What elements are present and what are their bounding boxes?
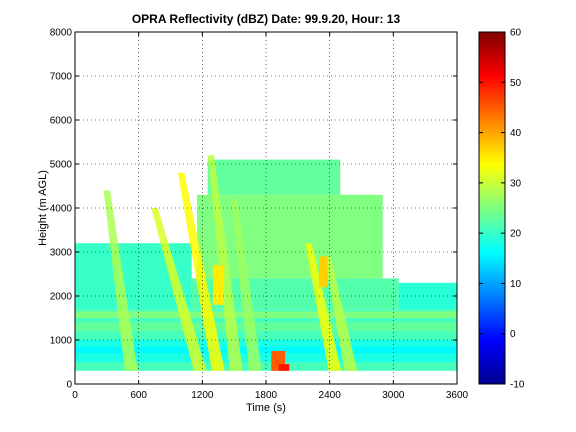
colorbar-tick-label: 50: [510, 78, 522, 89]
y-tick-label: 3000: [50, 248, 73, 259]
colorbar-tick-label: 40: [510, 128, 522, 139]
colorbar-gradient: [478, 31, 506, 385]
reflectivity-core: [212, 265, 224, 305]
colorbar-tick-label: 20: [510, 229, 522, 240]
x-tick-label: 1800: [255, 390, 278, 401]
colorbar-tick-label: 30: [510, 178, 522, 189]
x-tick-label: 1200: [191, 390, 214, 401]
y-tick-label: 2000: [50, 292, 73, 303]
fall-streak: [103, 190, 138, 371]
reflectivity-layer: [75, 322, 457, 332]
x-tick-label: 3000: [382, 390, 405, 401]
y-tick-label: 1000: [50, 336, 73, 347]
fall-streak: [151, 208, 207, 371]
y-tick-label: 7000: [50, 72, 73, 83]
colorbar-tick-label: 0: [510, 329, 516, 340]
fall-streak: [230, 199, 262, 371]
fall-streak: [207, 155, 243, 371]
colorbar-tick-label: 10: [510, 279, 522, 290]
reflectivity-layer: [207, 159, 341, 195]
x-axis-ticks: 0 600 1200 1800 2400 3000 3600: [72, 32, 469, 401]
colorbar-ticks: -10 0 10 20 30 40 50 60: [479, 28, 525, 391]
reflectivity-layer: [75, 346, 457, 354]
x-axis-label: Time (s): [246, 402, 286, 414]
fall-streak: [177, 172, 225, 371]
fall-streak: [324, 256, 358, 371]
reflectivity-core: [319, 256, 328, 288]
reflectivity-layer: [75, 311, 457, 318]
grid-lines: [75, 32, 457, 384]
y-axis-label: Height (m AGL): [37, 170, 49, 246]
x-tick-label: 2400: [319, 390, 342, 401]
x-tick-label: 3600: [446, 390, 469, 401]
y-tick-label: 5000: [50, 160, 73, 171]
y-tick-label: 4000: [50, 204, 73, 215]
reflectivity-core: [278, 364, 290, 371]
colorbar-tick-label: 60: [510, 28, 522, 39]
fall-streak: [305, 243, 342, 371]
chart-title: OPRA Reflectivity (dBZ) Date: 99.9.20, H…: [132, 12, 401, 26]
y-axis-ticks: 0 1000 2000 3000 4000 5000 6000 7000 8000: [50, 28, 457, 391]
y-tick-label: 0: [66, 380, 72, 391]
colorbar-tick-label: -10: [510, 380, 525, 391]
x-tick-label: 600: [130, 390, 147, 401]
x-tick-label: 0: [72, 390, 78, 401]
y-tick-label: 8000: [50, 28, 73, 39]
y-tick-label: 6000: [50, 116, 73, 127]
colorbar: [478, 31, 506, 385]
